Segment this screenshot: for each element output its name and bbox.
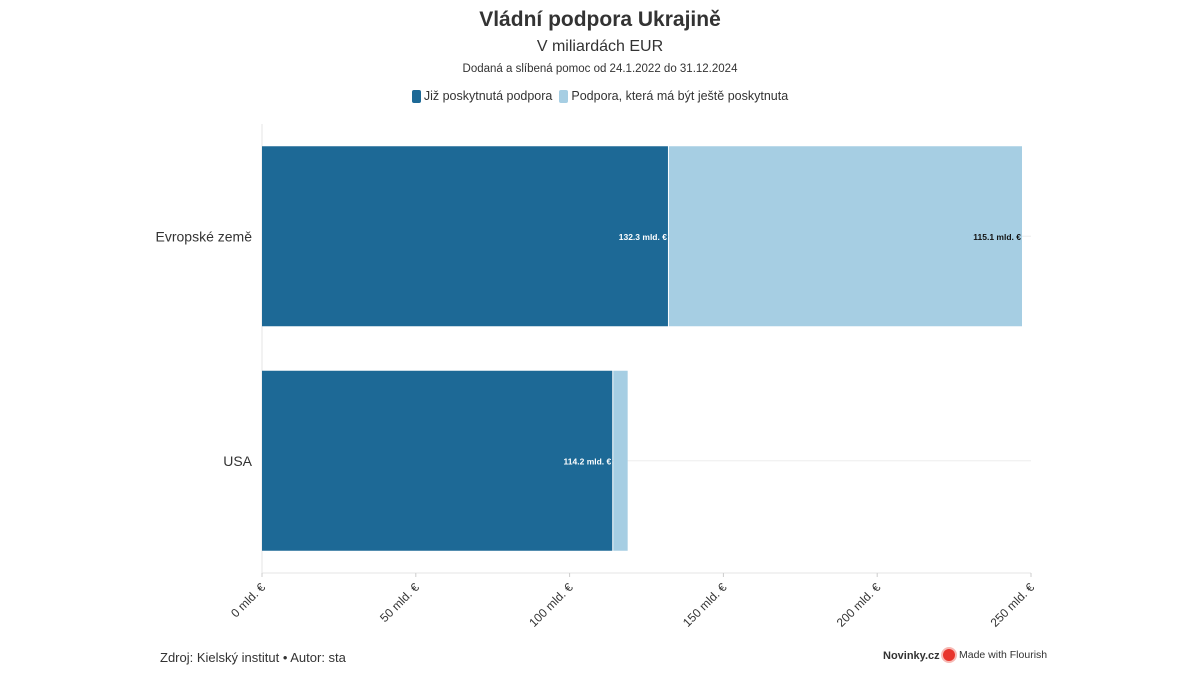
- legend-label-pending: Podpora, která má být ještě poskytnuta: [571, 89, 789, 103]
- legend: Již poskytnutá podpora Podpora, která má…: [0, 89, 1200, 103]
- category-label: Evropské země: [156, 228, 253, 244]
- publisher-brand[interactable]: Novinky.cz: [883, 650, 940, 662]
- x-tick-label: 50 mld. €: [377, 580, 422, 625]
- chart-subtitle: V miliardách EUR: [536, 38, 664, 55]
- legend-label-provided: Již poskytnutá podpora: [423, 89, 553, 103]
- x-tick-label: 200 mld. €: [834, 580, 884, 630]
- legend-swatch-pending: [559, 89, 569, 103]
- x-tick-label: 0 mld. €: [228, 580, 268, 620]
- data-label: 115.1 mld. €: [973, 232, 1021, 242]
- flourish-credit[interactable]: Made with Flourish: [943, 649, 1047, 661]
- category-label: USA: [223, 453, 252, 469]
- x-tick-label: 150 mld. €: [680, 580, 730, 630]
- bar-pending: [613, 370, 628, 551]
- data-label: 114.2 mld. €: [564, 456, 612, 466]
- x-tick-label: 100 mld. €: [526, 580, 576, 630]
- data-label: 132.3 mld. €: [619, 232, 667, 242]
- source-credit: Zdroj: Kielský institut • Autor: sta: [160, 650, 346, 665]
- x-tick-label: 250 mld. €: [988, 580, 1038, 630]
- bar-pending: [668, 146, 1023, 327]
- bar-provided: [262, 146, 668, 327]
- chart-note: Dodaná a slíbená pomoc od 24.1.2022 do 3…: [462, 63, 738, 75]
- flourish-logo-icon: [943, 649, 955, 661]
- legend-item-provided[interactable]: Již poskytnutá podpora: [411, 89, 553, 103]
- bar-provided: [262, 370, 613, 551]
- legend-swatch-provided: [411, 89, 421, 103]
- flourish-credit-label: Made with Flourish: [959, 649, 1048, 661]
- chart-title: Vládní podpora Ukrajině: [479, 8, 721, 31]
- legend-item-pending[interactable]: Podpora, která má být ještě poskytnuta: [559, 89, 788, 103]
